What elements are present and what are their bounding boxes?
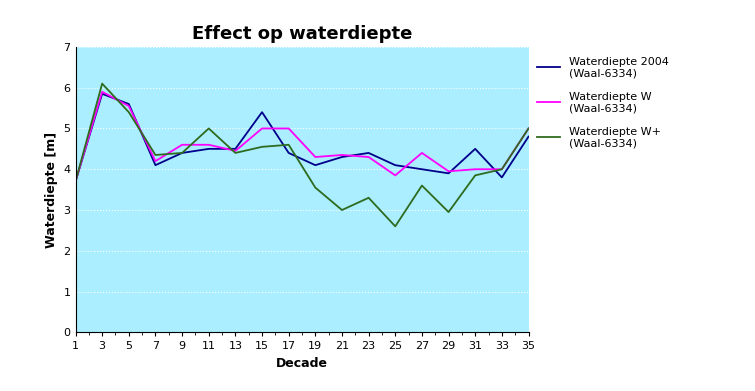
Waterdiepte 2004
(Waal-6334): [418, 167, 427, 172]
Waterdiepte W
(Waal-6334): [391, 173, 400, 178]
Title: Effect op waterdiepte: Effect op waterdiepte: [192, 25, 412, 43]
Waterdiepte W
(Waal-6334): [71, 179, 80, 184]
Waterdiepte W
(Waal-6334): [498, 167, 507, 172]
Waterdiepte W
(Waal-6334): [284, 126, 293, 131]
Line: Waterdiepte W
(Waal-6334): Waterdiepte W (Waal-6334): [76, 92, 528, 181]
Waterdiepte W
(Waal-6334): [337, 152, 347, 157]
Waterdiepte 2004
(Waal-6334): [177, 151, 186, 155]
Waterdiepte W+
(Waal-6334): [284, 142, 293, 147]
Waterdiepte W
(Waal-6334): [311, 155, 320, 160]
X-axis label: Decade: Decade: [276, 357, 328, 370]
Waterdiepte W+
(Waal-6334): [311, 185, 320, 190]
Waterdiepte W+
(Waal-6334): [204, 126, 213, 131]
Waterdiepte W
(Waal-6334): [97, 90, 106, 94]
Waterdiepte W+
(Waal-6334): [177, 151, 186, 155]
Waterdiepte W+
(Waal-6334): [498, 167, 507, 172]
Waterdiepte 2004
(Waal-6334): [204, 147, 213, 151]
Waterdiepte 2004
(Waal-6334): [257, 110, 267, 115]
Waterdiepte W+
(Waal-6334): [337, 208, 347, 212]
Y-axis label: Waterdiepte [m]: Waterdiepte [m]: [45, 132, 58, 248]
Waterdiepte W+
(Waal-6334): [364, 196, 373, 200]
Waterdiepte W+
(Waal-6334): [97, 81, 106, 86]
Waterdiepte 2004
(Waal-6334): [444, 171, 453, 176]
Waterdiepte 2004
(Waal-6334): [364, 151, 373, 155]
Waterdiepte W
(Waal-6334): [524, 126, 533, 131]
Waterdiepte W
(Waal-6334): [125, 104, 134, 108]
Waterdiepte 2004
(Waal-6334): [97, 91, 106, 96]
Line: Waterdiepte W+
(Waal-6334): Waterdiepte W+ (Waal-6334): [76, 84, 528, 226]
Waterdiepte W
(Waal-6334): [444, 169, 453, 174]
Waterdiepte 2004
(Waal-6334): [470, 147, 479, 151]
Waterdiepte W+
(Waal-6334): [71, 179, 80, 184]
Waterdiepte 2004
(Waal-6334): [391, 163, 400, 167]
Waterdiepte W
(Waal-6334): [204, 142, 213, 147]
Waterdiepte 2004
(Waal-6334): [125, 102, 134, 106]
Waterdiepte W+
(Waal-6334): [257, 145, 267, 149]
Waterdiepte 2004
(Waal-6334): [231, 147, 240, 151]
Waterdiepte 2004
(Waal-6334): [337, 155, 347, 160]
Waterdiepte W+
(Waal-6334): [125, 110, 134, 115]
Waterdiepte 2004
(Waal-6334): [284, 151, 293, 155]
Waterdiepte W
(Waal-6334): [470, 167, 479, 172]
Waterdiepte 2004
(Waal-6334): [311, 163, 320, 167]
Waterdiepte W+
(Waal-6334): [391, 224, 400, 229]
Waterdiepte W
(Waal-6334): [257, 126, 267, 131]
Waterdiepte W+
(Waal-6334): [524, 126, 533, 131]
Waterdiepte W
(Waal-6334): [177, 142, 186, 147]
Waterdiepte W+
(Waal-6334): [470, 173, 479, 178]
Waterdiepte 2004
(Waal-6334): [71, 179, 80, 184]
Waterdiepte W
(Waal-6334): [364, 155, 373, 160]
Waterdiepte 2004
(Waal-6334): [524, 134, 533, 139]
Waterdiepte W+
(Waal-6334): [444, 210, 453, 214]
Line: Waterdiepte 2004
(Waal-6334): Waterdiepte 2004 (Waal-6334): [76, 94, 528, 181]
Waterdiepte 2004
(Waal-6334): [498, 175, 507, 180]
Waterdiepte W+
(Waal-6334): [151, 152, 160, 157]
Waterdiepte 2004
(Waal-6334): [151, 163, 160, 167]
Waterdiepte W
(Waal-6334): [418, 151, 427, 155]
Waterdiepte W+
(Waal-6334): [418, 183, 427, 188]
Legend: Waterdiepte 2004
(Waal-6334), Waterdiepte W
(Waal-6334), Waterdiepte W+
(Waal-63: Waterdiepte 2004 (Waal-6334), Waterdiept…: [533, 53, 673, 153]
Waterdiepte W+
(Waal-6334): [231, 151, 240, 155]
Waterdiepte W
(Waal-6334): [231, 149, 240, 153]
Waterdiepte W
(Waal-6334): [151, 159, 160, 163]
